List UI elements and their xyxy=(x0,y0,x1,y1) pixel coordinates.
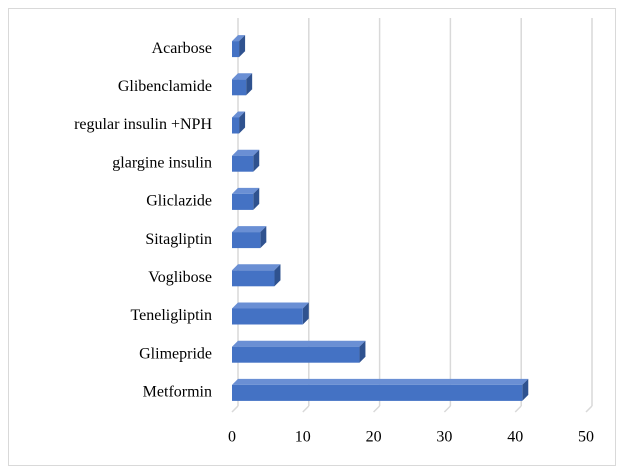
y-tick-label: glargine insulin xyxy=(112,154,212,171)
bar xyxy=(232,35,246,58)
bar xyxy=(232,73,253,96)
bar-top xyxy=(232,302,309,309)
bar-top xyxy=(232,73,253,80)
bar-top xyxy=(232,35,246,42)
bar-side xyxy=(246,73,253,96)
bar xyxy=(232,378,529,401)
bar-front xyxy=(232,270,275,287)
bar-side xyxy=(522,378,529,401)
bar xyxy=(232,264,281,287)
bar-side xyxy=(239,111,246,134)
bar-side xyxy=(253,149,260,172)
bar-front xyxy=(232,384,523,401)
bar-front xyxy=(232,79,247,96)
bar xyxy=(232,149,260,172)
bar-top xyxy=(232,378,529,385)
bar-front xyxy=(232,155,254,172)
y-tick-label: Sitagliptin xyxy=(145,231,212,248)
x-tick-label: 0 xyxy=(228,429,236,446)
y-tick-label: Glimepride xyxy=(139,345,212,362)
x-tick-label: 40 xyxy=(507,429,523,446)
bar-top xyxy=(232,149,260,156)
bar xyxy=(232,340,366,363)
bar-side xyxy=(274,264,281,287)
bar-top xyxy=(232,340,366,347)
x-tick-label: 50 xyxy=(578,429,594,446)
y-tick-label: Metformin xyxy=(143,384,212,401)
bar-side xyxy=(359,340,366,363)
bar-top xyxy=(232,264,281,271)
bar-top xyxy=(232,226,267,233)
grid-floor xyxy=(231,405,239,413)
bar xyxy=(232,226,267,249)
y-tick-label: Glibenclamide xyxy=(118,78,212,95)
bar xyxy=(232,302,309,325)
bar xyxy=(232,187,260,210)
x-tick-label: 20 xyxy=(366,429,382,446)
bar xyxy=(232,111,246,134)
x-tick-label: 10 xyxy=(295,429,311,446)
grid-floor xyxy=(302,405,310,413)
bar-front xyxy=(232,232,261,249)
bar-front xyxy=(232,41,240,58)
bar-side xyxy=(302,302,309,325)
bar-top xyxy=(232,187,260,194)
grid-floor xyxy=(373,405,381,413)
bar-side xyxy=(260,226,267,249)
x-tick-label: 30 xyxy=(436,429,452,446)
bar-front xyxy=(232,308,303,325)
bar-side xyxy=(239,35,246,58)
bar-front xyxy=(232,193,254,210)
y-tick-label: regular insulin +NPH xyxy=(74,116,212,133)
bar-front xyxy=(232,346,360,363)
bar-side xyxy=(253,187,260,210)
bar-front xyxy=(232,117,240,134)
grid-floor xyxy=(585,405,593,413)
grid-floor xyxy=(443,405,451,413)
grid-floor xyxy=(514,405,522,413)
y-tick-label: Voglibose xyxy=(148,269,212,286)
y-tick-label: Acarbose xyxy=(152,40,212,57)
y-tick-label: Teneligliptin xyxy=(130,307,212,324)
y-tick-label: Gliclazide xyxy=(146,193,212,210)
bar-top xyxy=(232,111,246,118)
